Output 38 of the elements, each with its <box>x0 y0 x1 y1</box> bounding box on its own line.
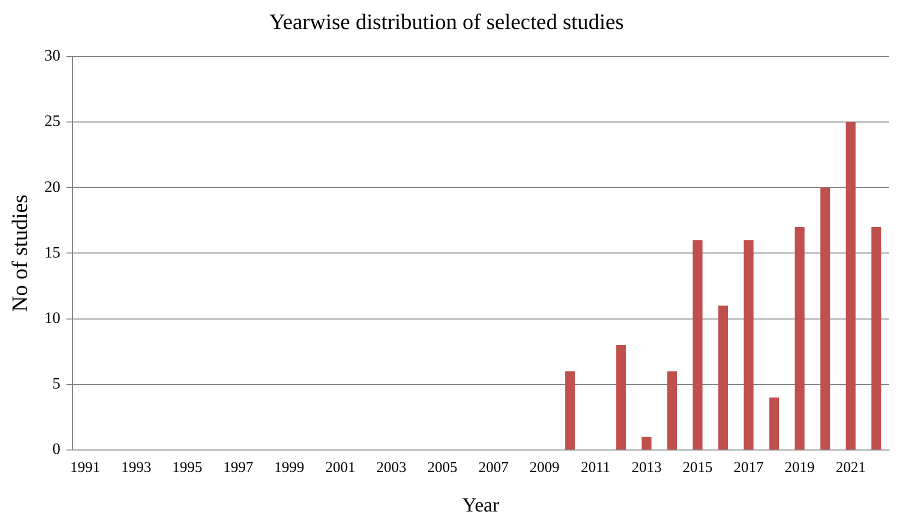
bar <box>846 122 856 450</box>
x-axis-title: Year <box>462 494 500 516</box>
bar <box>718 306 728 450</box>
bar <box>769 398 780 450</box>
bar <box>744 240 754 450</box>
x-tick-label: 2021 <box>836 460 866 476</box>
y-tick-label: 25 <box>44 113 60 130</box>
x-tick-label: 2013 <box>632 460 662 476</box>
y-tick-label: 30 <box>44 48 60 65</box>
bar <box>794 226 805 450</box>
x-tick-label: 1993 <box>121 460 152 476</box>
x-tick-label: 2007 <box>478 460 509 476</box>
bar <box>667 371 678 450</box>
x-tick-label: 1995 <box>172 460 202 476</box>
x-tick-label: 2019 <box>784 460 815 476</box>
x-tick-label: 1997 <box>223 460 254 476</box>
x-tick-label: 2011 <box>580 460 610 476</box>
y-tick-label: 10 <box>44 310 60 328</box>
x-tick-label: 1991 <box>70 460 100 476</box>
x-tick-label: 2015 <box>682 460 713 476</box>
x-tick-label: 2017 <box>734 460 764 476</box>
y-tick-label: 20 <box>44 178 60 196</box>
bar <box>565 371 575 450</box>
y-tick-label: 5 <box>52 376 60 393</box>
bar <box>616 345 626 450</box>
x-tick-label: 2003 <box>376 460 406 476</box>
y-tick-label: 15 <box>44 244 60 262</box>
x-tick-label: 2005 <box>427 460 458 476</box>
chart-title: Yearwise distribution of selected studies <box>269 8 624 34</box>
y-tick-label: 0 <box>52 441 60 458</box>
x-tick-label: 1999 <box>274 460 304 476</box>
x-tick-label: 2009 <box>529 460 560 476</box>
bar <box>820 188 830 450</box>
y-axis-title: No of studies <box>6 194 32 312</box>
bar <box>642 436 652 450</box>
bar <box>692 240 703 450</box>
bar <box>871 226 882 450</box>
x-tick-label: 2001 <box>325 460 356 476</box>
